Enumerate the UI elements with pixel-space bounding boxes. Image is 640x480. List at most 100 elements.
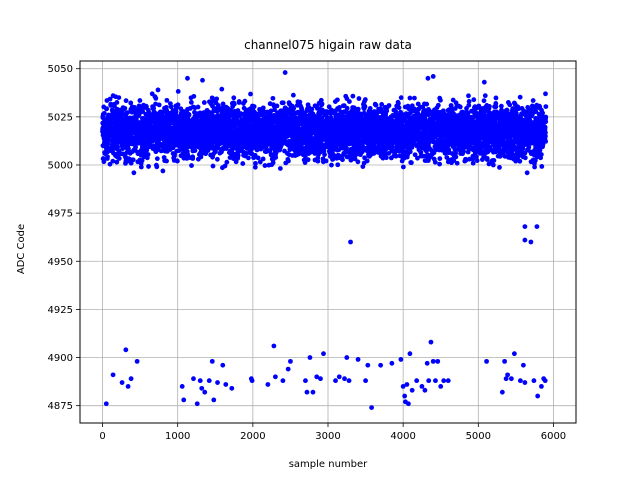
data-point [432,159,438,165]
data-point [101,110,107,116]
data-point [156,102,162,108]
data-point [305,157,311,163]
data-point [116,95,122,100]
data-point [273,154,279,160]
data-point [175,102,181,108]
data-point [396,101,401,106]
data-point [168,104,174,110]
data-point [437,156,443,162]
data-point [248,91,253,97]
data-point [107,96,113,102]
data-point [251,104,257,109]
data-point [364,158,370,164]
data-point [470,160,476,166]
data-point [400,164,406,170]
data-point [437,161,442,167]
data-point [340,157,345,163]
data-point [334,97,340,103]
data-point [146,110,152,116]
data-point [466,93,471,99]
data-point [224,159,230,165]
data-point [335,162,341,168]
data-point [438,97,443,103]
data-point [146,164,151,169]
data-point [355,159,361,165]
data-point [214,96,220,102]
data-point [154,156,160,162]
data-point [133,144,139,150]
data-point [280,100,286,106]
data-point [114,100,120,105]
data-point [290,92,296,98]
data-point [362,97,368,102]
data-point [105,141,111,146]
data-point [231,101,237,107]
data-point [195,104,201,110]
data-point [173,112,179,118]
data-point [144,147,150,153]
data-point [454,160,460,166]
data-point [138,164,144,170]
data-point [424,101,430,107]
data-point [122,105,128,111]
data-point [105,154,110,160]
data-point [355,106,361,112]
data-point [242,98,248,104]
data-point [188,99,194,105]
data-point [407,149,413,155]
data-point [147,142,153,148]
data-point [110,158,116,164]
data-point [153,95,159,101]
data-point [260,156,266,162]
data-point [466,99,472,104]
data-point [145,152,151,157]
data-point [253,160,258,166]
data-point [189,163,194,168]
data-point [112,103,117,109]
data-point [154,164,160,170]
data-point [398,95,404,101]
data-point [164,158,169,164]
data-point [457,104,463,110]
data-point [137,98,143,103]
data-point [274,103,280,109]
data-point [386,103,392,108]
data-point [190,156,196,161]
data-point [347,99,352,104]
data-point [315,158,321,164]
data-point [329,162,334,168]
data-point [164,97,170,103]
data-point [101,159,107,165]
data-point [104,106,110,112]
data-point [186,112,192,117]
data-point [286,158,291,164]
data-point [116,156,122,161]
data-point [322,152,327,157]
data-point [214,156,220,162]
data-point [277,166,283,171]
data-point [151,105,157,111]
data-point [192,148,198,153]
data-point [123,98,129,104]
data-point [409,160,414,166]
data-points [100,70,549,410]
data-point [350,93,356,99]
data-point [173,109,179,114]
data-point [461,149,466,154]
data-point [153,101,159,107]
data-point [175,88,181,94]
data-point [191,93,197,99]
data-point [115,144,120,150]
data-point [396,105,402,111]
data-point [362,104,368,110]
data-point [140,109,146,114]
data-point [231,95,237,101]
data-point [344,105,350,111]
data-point [131,170,137,176]
data-point [383,155,389,161]
data-point [471,97,477,103]
data-point [128,100,134,106]
data-point [210,163,216,169]
